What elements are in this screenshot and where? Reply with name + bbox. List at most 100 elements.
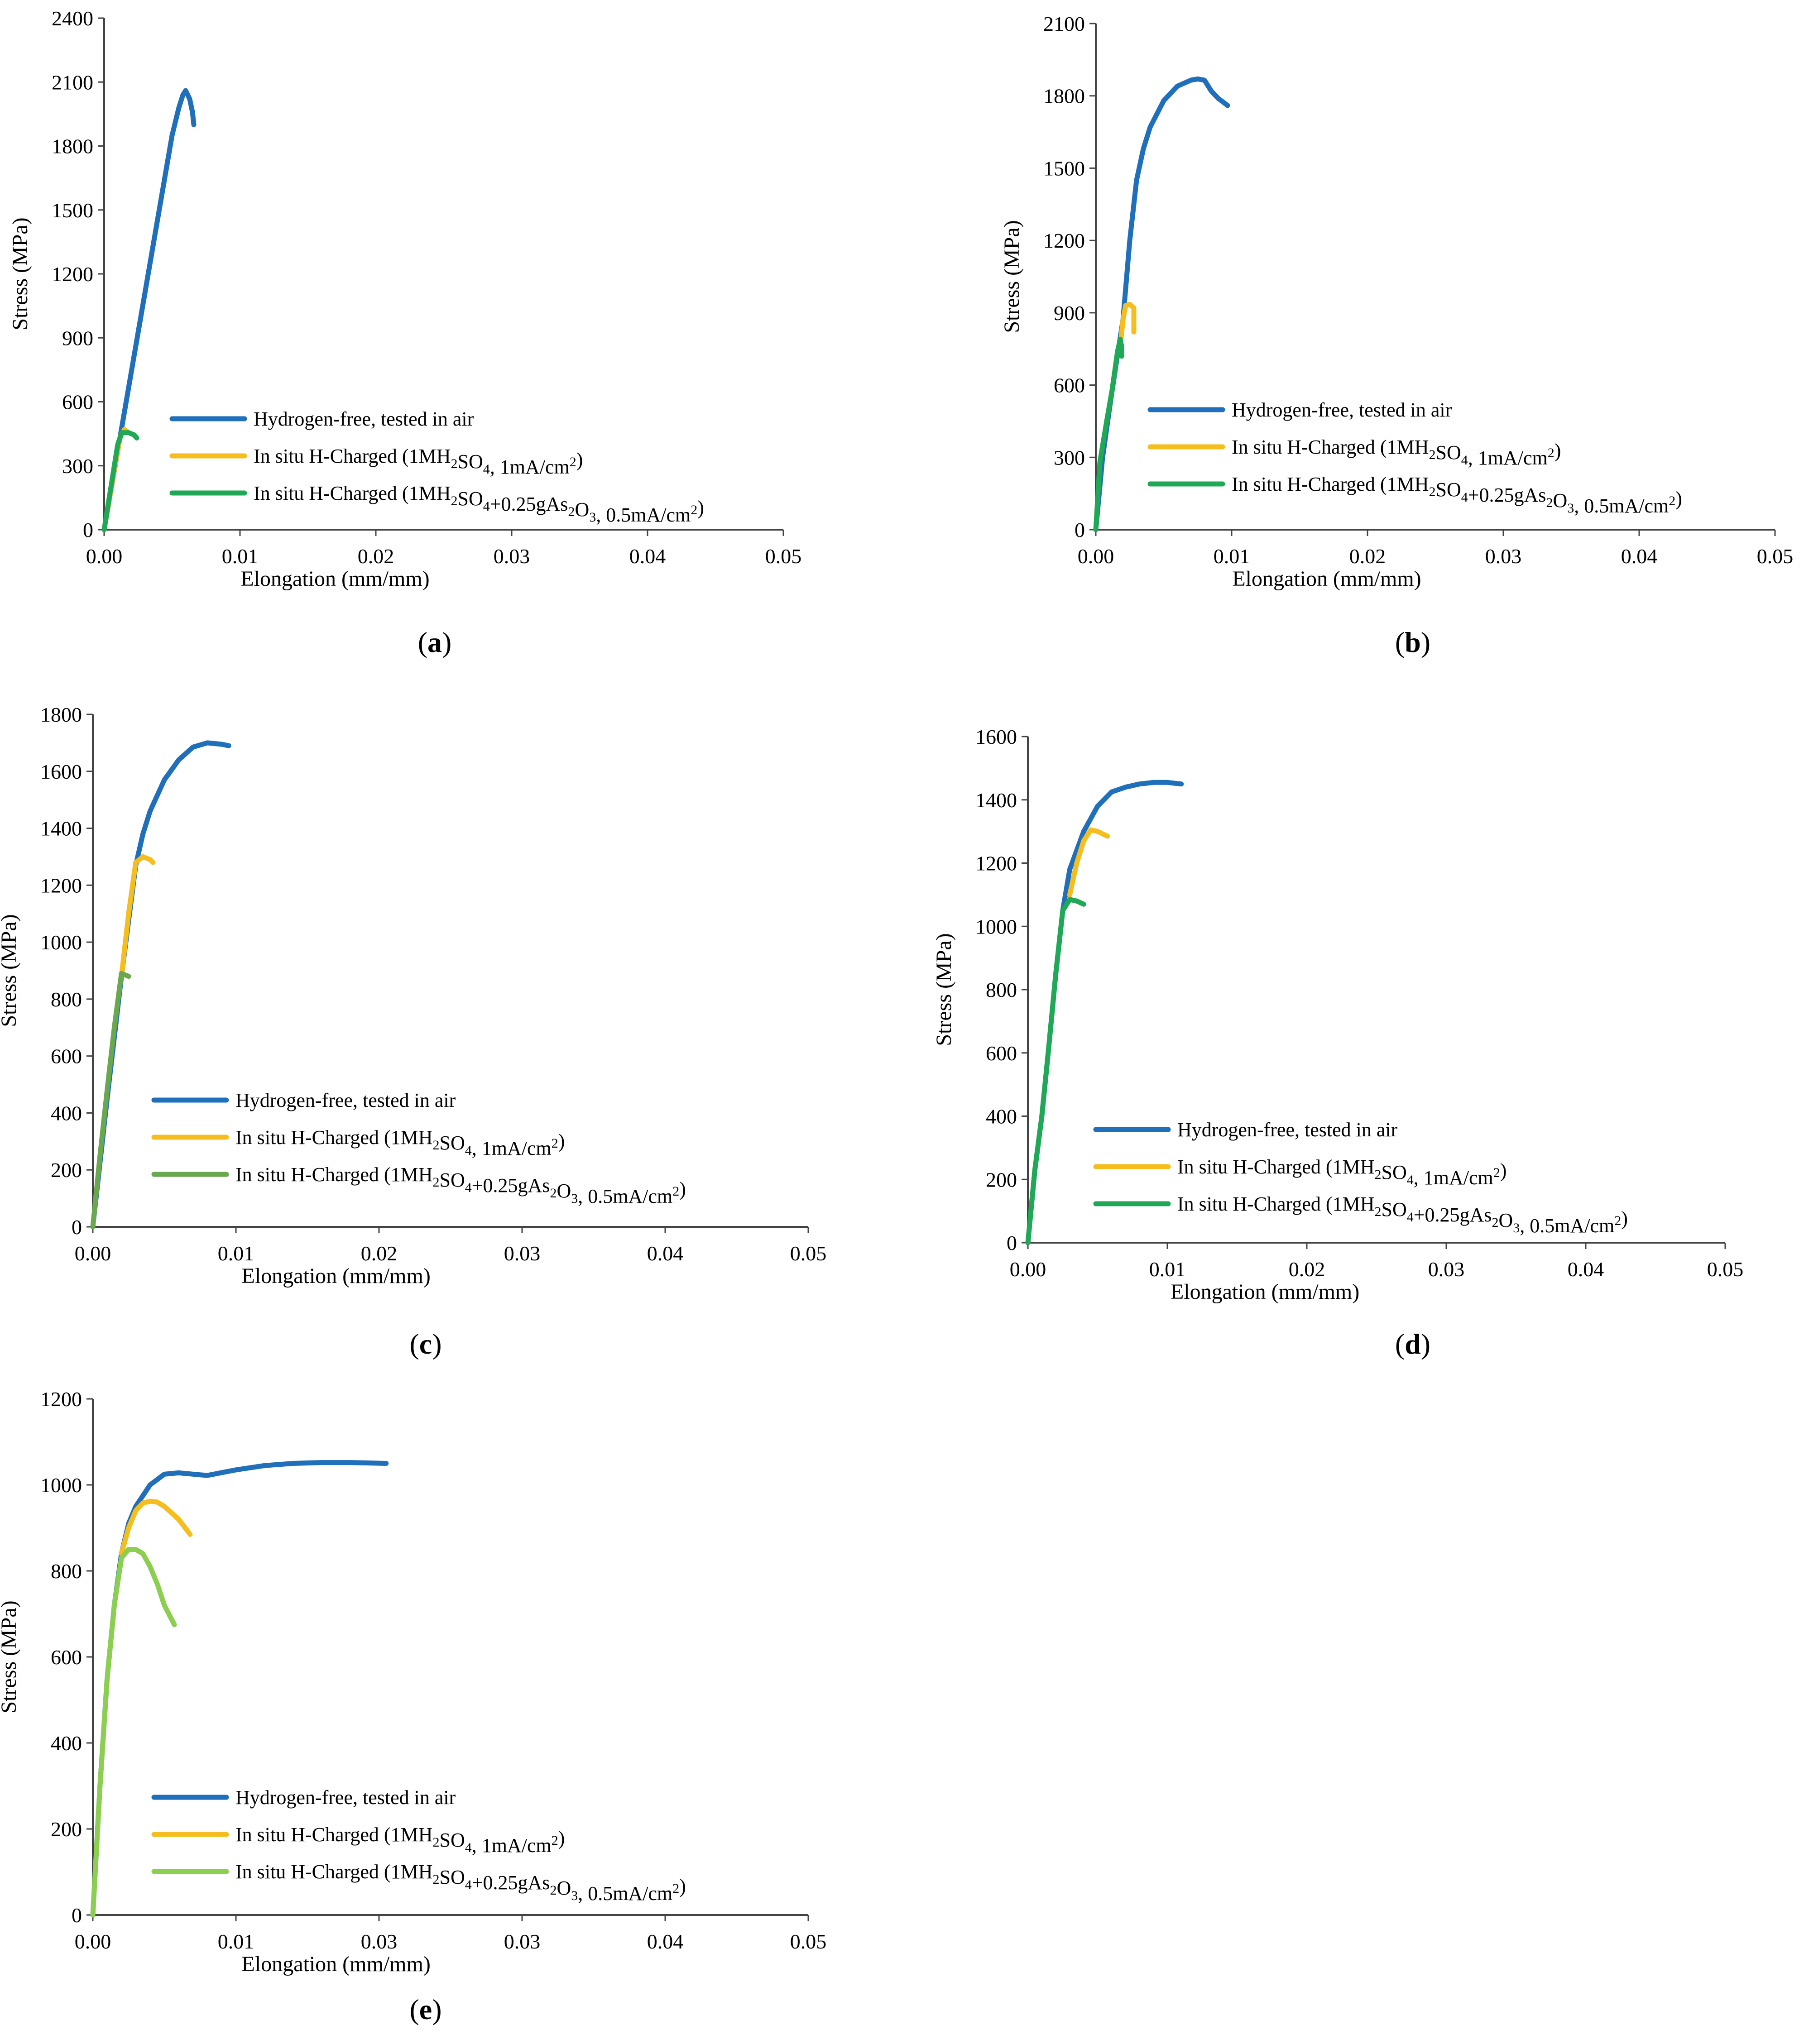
y-tick-label: 2100 xyxy=(52,71,93,94)
x-tick-label: 0.03 xyxy=(1485,545,1522,568)
x-tick-label: 0.04 xyxy=(629,545,666,568)
legend-label-ch1: In situ H-Charged (1MH2SO4, 1mA/cm2) xyxy=(235,1824,565,1857)
chart-panel-b: 0 300 600 900 1200 1500 1800 2100 0.00 0.01 0.02 0.… xyxy=(1000,12,1793,658)
panel-label: (a) xyxy=(418,626,452,658)
y-tick-label: 600 xyxy=(986,1042,1017,1065)
series-line-ch2 xyxy=(1093,336,1124,532)
x-tick-label: 0.00 xyxy=(75,1242,111,1265)
legend-label-ch1: In situ H-Charged (1MH2SO4, 1mA/cm2) xyxy=(1177,1156,1507,1189)
x-tick-label: 0.01 xyxy=(218,1930,254,1953)
y-tick-label: 800 xyxy=(51,988,82,1011)
x-tick-label: 0.03 xyxy=(504,1930,541,1953)
y-tick-label: 800 xyxy=(986,978,1017,1001)
panel-label: (c) xyxy=(409,1328,441,1360)
chart-panel-d: 0 200 400 600 800 1000 1200 1400 1600 0.00 0.01 0.0… xyxy=(932,725,1743,1360)
y-tick-label: 1800 xyxy=(1043,85,1085,108)
y-tick-label: 1200 xyxy=(1043,229,1085,252)
y-tick-label: 600 xyxy=(1054,374,1085,397)
legend-label-ch2: In situ H-Charged (1MH2SO4+0.25gAs2O3, 0… xyxy=(235,1163,686,1207)
y-tick-label: 0 xyxy=(1007,1231,1017,1254)
legend-label-ch2: In situ H-Charged (1MH2SO4+0.25gAs2O3, 0… xyxy=(235,1861,686,1905)
y-tick-label: 200 xyxy=(986,1168,1017,1191)
y-tick-label: 200 xyxy=(51,1158,82,1182)
y-tick-label: 1800 xyxy=(40,703,82,726)
x-tick-label: 0.04 xyxy=(647,1930,684,1953)
legend-label-free: Hydrogen-free, tested in air xyxy=(235,1089,456,1111)
y-tick-label: 1200 xyxy=(975,852,1017,875)
y-tick-label: 400 xyxy=(51,1732,82,1755)
y-tick-label: 1200 xyxy=(40,874,82,897)
x-tick-label: 0.00 xyxy=(1010,1258,1046,1281)
x-tick-label: 0.02 xyxy=(1289,1258,1325,1281)
chart-panel-a: 0 300 600 900 1200 1500 1800 2100 2400 0.00 0.01 0.… xyxy=(8,7,801,658)
x-tick-label: 0.03 xyxy=(494,545,530,568)
x-tick-label: 0.01 xyxy=(1214,545,1250,568)
y-tick-label: 900 xyxy=(62,326,93,349)
y-tick-label: 1500 xyxy=(1043,157,1085,180)
y-tick-label: 300 xyxy=(62,455,93,478)
legend-label-ch1: In situ H-Charged (1MH2SO4, 1mA/cm2) xyxy=(1232,436,1561,469)
legend-label-ch2: In situ H-Charged (1MH2SO4+0.25gAs2O3, 0… xyxy=(1177,1193,1628,1237)
y-tick-label: 600 xyxy=(51,1045,82,1068)
y-tick-label: 1500 xyxy=(52,199,93,222)
series-line-ch2 xyxy=(101,430,139,532)
y-tick-label: 600 xyxy=(62,391,93,414)
x-tick-label: 0.04 xyxy=(1621,545,1658,568)
x-tick-label: 0.02 xyxy=(1349,545,1386,568)
x-axis-label: Elongation (mm/mm) xyxy=(1232,567,1421,591)
y-axis-label: Stress (MPa) xyxy=(0,1600,21,1713)
y-axis-label: Stress (MPa) xyxy=(0,914,21,1027)
x-tick-label: 0.00 xyxy=(75,1930,111,1953)
x-axis-label: Elongation (mm/mm) xyxy=(242,1264,431,1288)
y-tick-label: 200 xyxy=(51,1818,82,1841)
x-axis-label: Elongation (mm/mm) xyxy=(240,567,429,591)
y-tick-label: 1400 xyxy=(975,789,1017,812)
y-tick-label: 1000 xyxy=(40,1474,82,1497)
x-tick-label: 0.03 xyxy=(1428,1258,1465,1281)
panel-label: (e) xyxy=(409,1993,441,2025)
legend-label-free: Hydrogen-free, tested in air xyxy=(1177,1119,1398,1141)
series-line-free xyxy=(1093,76,1230,532)
y-tick-label: 900 xyxy=(1054,302,1085,325)
panel-label: (b) xyxy=(1395,626,1430,658)
y-tick-label: 0 xyxy=(1075,518,1085,541)
x-tick-label: 0.02 xyxy=(358,545,394,568)
series-line-ch1 xyxy=(119,854,156,979)
series-line-ch1 xyxy=(1118,302,1137,349)
y-tick-label: 600 xyxy=(51,1646,82,1669)
series-line-ch2 xyxy=(90,971,131,1230)
legend-label-ch1: In situ H-Charged (1MH2SO4, 1mA/cm2) xyxy=(235,1126,565,1159)
y-tick-label: 1200 xyxy=(40,1388,82,1411)
legend-label-free: Hydrogen-free, tested in air xyxy=(254,408,474,430)
y-tick-label: 2100 xyxy=(1043,12,1085,35)
x-tick-label: 0.05 xyxy=(1757,545,1794,568)
x-tick-label: 0.01 xyxy=(218,1242,254,1265)
x-tick-label: 0.04 xyxy=(1568,1258,1604,1281)
series-line-ch2 xyxy=(1025,897,1086,1245)
chart-panel-c: 0 200 400 600 800 1000 1200 1400 1600 1800 0.00 0.0… xyxy=(0,703,826,1360)
x-tick-label: 0.00 xyxy=(1078,545,1114,568)
series-line-free xyxy=(101,88,197,532)
y-tick-label: 1600 xyxy=(40,760,82,783)
y-tick-label: 800 xyxy=(51,1560,82,1583)
series-line-ch2 xyxy=(90,1547,177,1918)
x-tick-label: 0.02 xyxy=(361,1242,398,1265)
x-tick-label: 0.05 xyxy=(790,1930,827,1953)
panel-label: (d) xyxy=(1395,1328,1430,1360)
y-tick-label: 1600 xyxy=(975,725,1017,748)
x-tick-label: 0.03 xyxy=(361,1930,398,1953)
legend-label-ch2: In situ H-Charged (1MH2SO4+0.25gAs2O3, 0… xyxy=(254,482,704,526)
y-tick-label: 1000 xyxy=(975,915,1017,938)
y-tick-label: 1400 xyxy=(40,817,82,840)
y-tick-label: 2400 xyxy=(52,7,93,30)
x-tick-label: 0.05 xyxy=(1707,1258,1744,1281)
x-tick-label: 0.04 xyxy=(647,1242,684,1265)
y-tick-label: 0 xyxy=(72,1216,82,1239)
series-line-ch1 xyxy=(1067,827,1110,897)
chart-panel-e: 0 200 400 600 800 1000 1200 0.00 0.01 0.03 0.03 0.0… xyxy=(0,1388,826,2025)
x-tick-label: 0.05 xyxy=(765,545,802,568)
y-axis-label: Stress (MPa) xyxy=(1000,220,1024,333)
x-tick-label: 0.01 xyxy=(222,545,259,568)
x-axis-label: Elongation (mm/mm) xyxy=(242,1952,431,1976)
